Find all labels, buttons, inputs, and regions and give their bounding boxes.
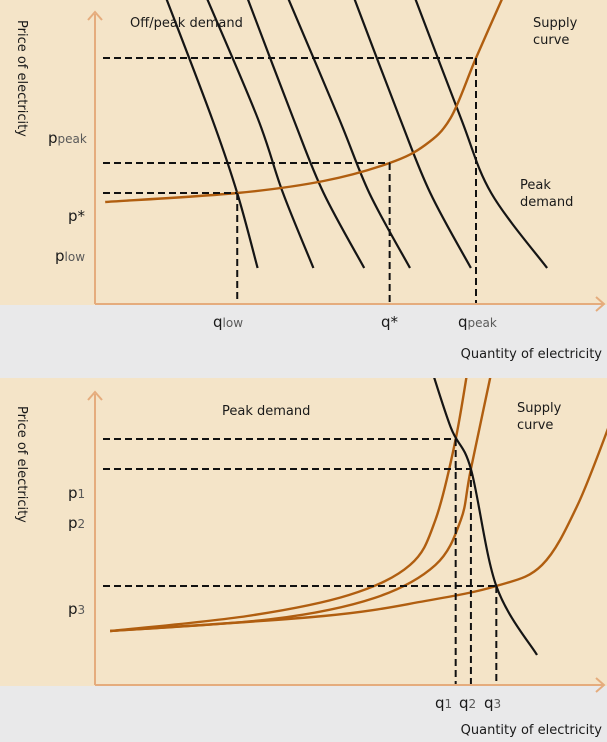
bottom-peak-demand-label: Peak demand (222, 404, 310, 419)
bottom-x-tick-q2: q2 (459, 694, 476, 712)
bottom-x-tick-q3-sub: 3 (494, 697, 502, 711)
top-demand-curve-1 (165, 0, 259, 269)
top-x-tick-qpeak-sub: peak (468, 316, 497, 330)
top-y-tick-pstar: p* (68, 207, 86, 225)
bottom-x-tick-q3-main: q (484, 694, 494, 712)
bottom-chart-panel: Price of electricity Quantity of electri… (0, 378, 607, 742)
top-x-tick-qpeak: qpeak (458, 313, 497, 331)
svg-text:qpeak: qpeak (458, 313, 497, 331)
bottom-x-tick-q1: q1 (435, 694, 452, 712)
bottom-y-tick-p3-main: p (68, 600, 78, 618)
bottom-y-tick-p3-sub: 3 (78, 603, 86, 617)
top-x-tick-qlow: qlow (213, 313, 243, 331)
peak-demand-label-line2: demand (520, 195, 573, 210)
top-y-axis-arrow (87, 10, 103, 21)
bottom-supply-label-line1: Supply (517, 401, 562, 416)
bottom-plot-background (0, 378, 607, 686)
svg-text:p*: p* (68, 207, 86, 225)
svg-text:p2: p2 (68, 514, 85, 532)
bottom-y-tick-p2-main: p (68, 514, 78, 532)
top-x-axis-arrow (595, 296, 606, 312)
top-x-tick-qstar: q* (381, 313, 399, 331)
svg-text:qlow: qlow (213, 313, 243, 331)
top-chart-panel: Price of electricity Quantity of electri… (0, 0, 607, 362)
top-plot-background (0, 0, 607, 305)
bottom-y-tick-p2: p2 (68, 514, 85, 532)
top-x-tick-qlow-sub: low (223, 316, 244, 330)
bottom-x-axis-arrow (595, 677, 606, 693)
svg-text:ppeak: ppeak (48, 129, 87, 147)
bottom-x-axis-label: Quantity of electricity (461, 723, 603, 738)
svg-text:q1: q1 (435, 694, 452, 712)
top-y-tick-ppeak-main: p (48, 129, 58, 147)
top-supply-label-line2: curve (533, 33, 569, 48)
bottom-supply-curve-3 (110, 427, 607, 633)
svg-text:q3: q3 (484, 694, 501, 712)
top-demand-curve-5 (353, 0, 472, 269)
bottom-x-tick-q1-main: q (435, 694, 445, 712)
top-x-tick-qpeak-main: q (458, 313, 468, 331)
bottom-y-tick-p1-main: p (68, 484, 78, 502)
top-x-axis-label: Quantity of electricity (461, 347, 603, 362)
peak-demand-label-line1: Peak (520, 178, 551, 193)
top-y-tick-plow-sub: low (65, 250, 86, 264)
svg-text:p3: p3 (68, 600, 85, 618)
top-y-tick-pstar-main: p* (68, 207, 86, 225)
top-demand-curve-6 (414, 0, 548, 269)
bottom-y-axis-arrow (87, 390, 103, 401)
bottom-chart: Price of electricity Quantity of electri… (0, 378, 607, 738)
bottom-supply-label-line2: curve (517, 418, 553, 433)
bottom-x-tick-q3: q3 (484, 694, 501, 712)
bottom-y-tick-p1: p1 (68, 484, 85, 502)
svg-text:p1: p1 (68, 484, 85, 502)
svg-text:q2: q2 (459, 694, 476, 712)
top-demand-curve-3 (246, 0, 366, 269)
bottom-x-tick-q2-sub: 2 (469, 697, 477, 711)
svg-text:q*: q* (381, 313, 399, 331)
offpeak-demand-label: Off/peak demand (130, 16, 243, 31)
top-y-axis-label: Price of electricity (14, 20, 29, 137)
top-chart: Price of electricity Quantity of electri… (0, 0, 607, 362)
top-y-tick-ppeak-sub: peak (58, 132, 87, 146)
top-demand-curve-2 (206, 0, 315, 269)
bottom-x-tick-q1-sub: 1 (445, 697, 453, 711)
bottom-x-tick-q2-main: q (459, 694, 469, 712)
bottom-y-tick-p2-sub: 2 (78, 517, 86, 531)
bottom-y-tick-p1-sub: 1 (78, 487, 86, 501)
svg-text:plow: plow (55, 247, 85, 265)
top-x-tick-qlow-main: q (213, 313, 223, 331)
bottom-demand-curve (433, 378, 538, 656)
top-supply-label-line1: Supply (533, 16, 578, 31)
top-y-tick-plow-main: p (55, 247, 65, 265)
top-y-tick-plow: plow (55, 247, 85, 265)
bottom-y-tick-p3: p3 (68, 600, 85, 618)
top-x-tick-qstar-main: q* (381, 313, 399, 331)
bottom-y-axis-label: Price of electricity (14, 406, 29, 523)
top-y-tick-ppeak: ppeak (48, 129, 87, 147)
